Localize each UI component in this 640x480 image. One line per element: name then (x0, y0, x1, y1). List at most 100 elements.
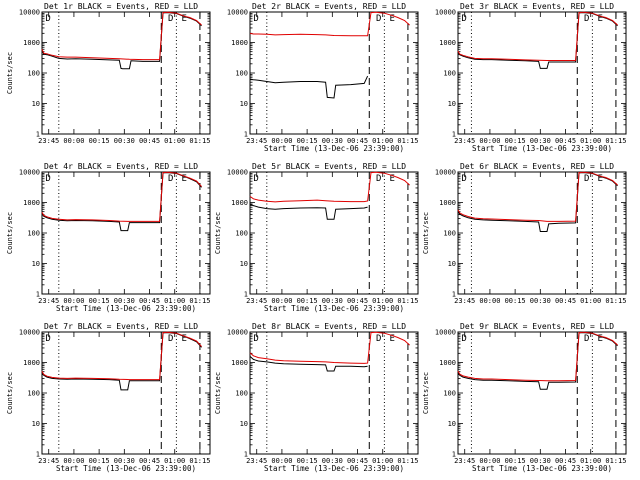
y-axis-label: Counts/sec (214, 372, 222, 414)
panel-det-6: Det 6r BLACK = Events, RED = LLD 1 10 100 10… (422, 162, 627, 305)
series-lld-line (249, 331, 410, 364)
x-tick-label: 00:45 (347, 457, 368, 465)
x-tick-label: 01:00 (580, 137, 601, 145)
x-tick-label: 23:45 (454, 457, 475, 465)
y-tick-label: 1 (452, 291, 456, 299)
y-tick-label: 10000 (435, 329, 456, 337)
x-tick-label: 01:15 (189, 457, 210, 465)
x-tick-label: 00:45 (347, 137, 368, 145)
y-tick-label: 100 (235, 230, 248, 238)
panel-title: Det 6r BLACK = Events, RED = LLD (460, 162, 614, 171)
x-tick-label: 00:45 (555, 457, 576, 465)
marker-e: E (597, 14, 602, 24)
x-tick-label: 00:00 (63, 297, 84, 305)
marker-d: D (461, 174, 466, 184)
x-tick-label: 00:45 (555, 137, 576, 145)
x-tick-label: 01:00 (580, 297, 601, 305)
marker-e: E (181, 14, 186, 24)
y-tick-label: 10000 (227, 169, 248, 177)
y-tick-label: 1000 (23, 39, 40, 47)
panel-det-4: Det 4r BLACK = Events, RED = LLD 1 10 100 10… (6, 162, 211, 313)
x-tick-label: 00:15 (297, 457, 318, 465)
x-tick-label: 00:45 (139, 137, 160, 145)
x-tick-label: 01:00 (164, 137, 185, 145)
y-axis-label: Counts/sec (422, 212, 430, 254)
panel-det-2: Det 2r BLACK = Events, RED = LLD 1 10 100 10… (227, 2, 419, 153)
marker-e: E (597, 334, 602, 344)
series-lld-line (457, 331, 618, 382)
x-tick-label: 00:00 (271, 137, 292, 145)
panel-title: Det 8r BLACK = Events, RED = LLD (252, 322, 406, 331)
x-tick-label: 00:00 (271, 297, 292, 305)
marker-e: E (389, 174, 394, 184)
x-tick-label: 00:15 (297, 297, 318, 305)
x-tick-label: 00:45 (555, 297, 576, 305)
x-tick-label: 01:15 (605, 457, 626, 465)
y-tick-label: 1000 (231, 359, 248, 367)
y-tick-label: 1000 (231, 199, 248, 207)
panel-title: Det 7r BLACK = Events, RED = LLD (44, 322, 198, 331)
series-lld-line (249, 11, 410, 37)
plot-frame (457, 171, 627, 295)
y-tick-label: 10000 (435, 169, 456, 177)
y-tick-label: 1000 (23, 199, 40, 207)
y-tick-label: 1000 (231, 39, 248, 47)
x-tick-label: 01:00 (372, 457, 393, 465)
y-tick-label: 100 (443, 230, 456, 238)
marker-d: D (461, 334, 466, 344)
x-tick-label: 01:15 (605, 137, 626, 145)
x-tick-label: 00:15 (505, 297, 526, 305)
x-tick-label: 01:15 (189, 297, 210, 305)
x-tick-label: 23:45 (454, 297, 475, 305)
x-axis-label: Start Time (13-Dec-06 23:39:00) (56, 464, 196, 473)
x-tick-label: 00:45 (139, 457, 160, 465)
y-tick-label: 10 (448, 420, 456, 428)
y-tick-label: 1000 (439, 359, 456, 367)
y-tick-label: 10 (240, 100, 248, 108)
plot-frame (41, 11, 211, 135)
y-tick-label: 10 (448, 100, 456, 108)
y-axis-label: Counts/sec (6, 372, 14, 414)
y-tick-label: 100 (27, 390, 40, 398)
y-tick-label: 1 (36, 131, 40, 139)
x-axis-label: Start Time (13-Dec-06 23:39:00) (264, 464, 404, 473)
x-tick-label: 00:15 (89, 137, 110, 145)
x-tick-label: 00:15 (89, 457, 110, 465)
y-tick-label: 10000 (19, 9, 40, 17)
x-tick-label: 00:15 (505, 457, 526, 465)
y-tick-label: 1 (244, 131, 248, 139)
x-tick-label: 00:15 (89, 297, 110, 305)
x-tick-label: 01:00 (164, 297, 185, 305)
x-tick-label: 00:00 (271, 457, 292, 465)
x-tick-label: 00:00 (479, 457, 500, 465)
plot-frame (41, 171, 211, 295)
x-tick-label: 00:45 (139, 297, 160, 305)
plot-frame (41, 331, 211, 455)
series-lld-line (457, 171, 618, 222)
y-tick-label: 100 (235, 390, 248, 398)
plot-frame (457, 11, 627, 135)
y-tick-label: 1 (244, 451, 248, 459)
marker-d: D (45, 174, 50, 184)
panel-title: Det 3r BLACK = Events, RED = LLD (460, 2, 614, 11)
panel-det-9: Det 9r BLACK = Events, RED = LLD 1 10 100 10… (422, 322, 627, 473)
marker-e: E (597, 174, 602, 184)
marker-d: D (45, 14, 50, 24)
x-tick-label: 01:15 (189, 137, 210, 145)
marker-e: E (389, 334, 394, 344)
plot-frame (249, 171, 419, 295)
y-tick-label: 1000 (439, 39, 456, 47)
x-tick-label: 23:45 (246, 137, 267, 145)
series-events-line (41, 172, 202, 232)
x-tick-label: 01:00 (164, 457, 185, 465)
y-tick-label: 1 (452, 131, 456, 139)
x-tick-label: 00:30 (114, 457, 135, 465)
y-tick-label: 10000 (435, 9, 456, 17)
y-tick-label: 1 (36, 451, 40, 459)
y-tick-label: 10 (240, 260, 248, 268)
x-tick-label: 00:30 (114, 297, 135, 305)
y-tick-label: 10 (32, 100, 40, 108)
y-tick-label: 10000 (19, 329, 40, 337)
marker-d: D (376, 14, 381, 24)
x-tick-label: 01:15 (397, 457, 418, 465)
